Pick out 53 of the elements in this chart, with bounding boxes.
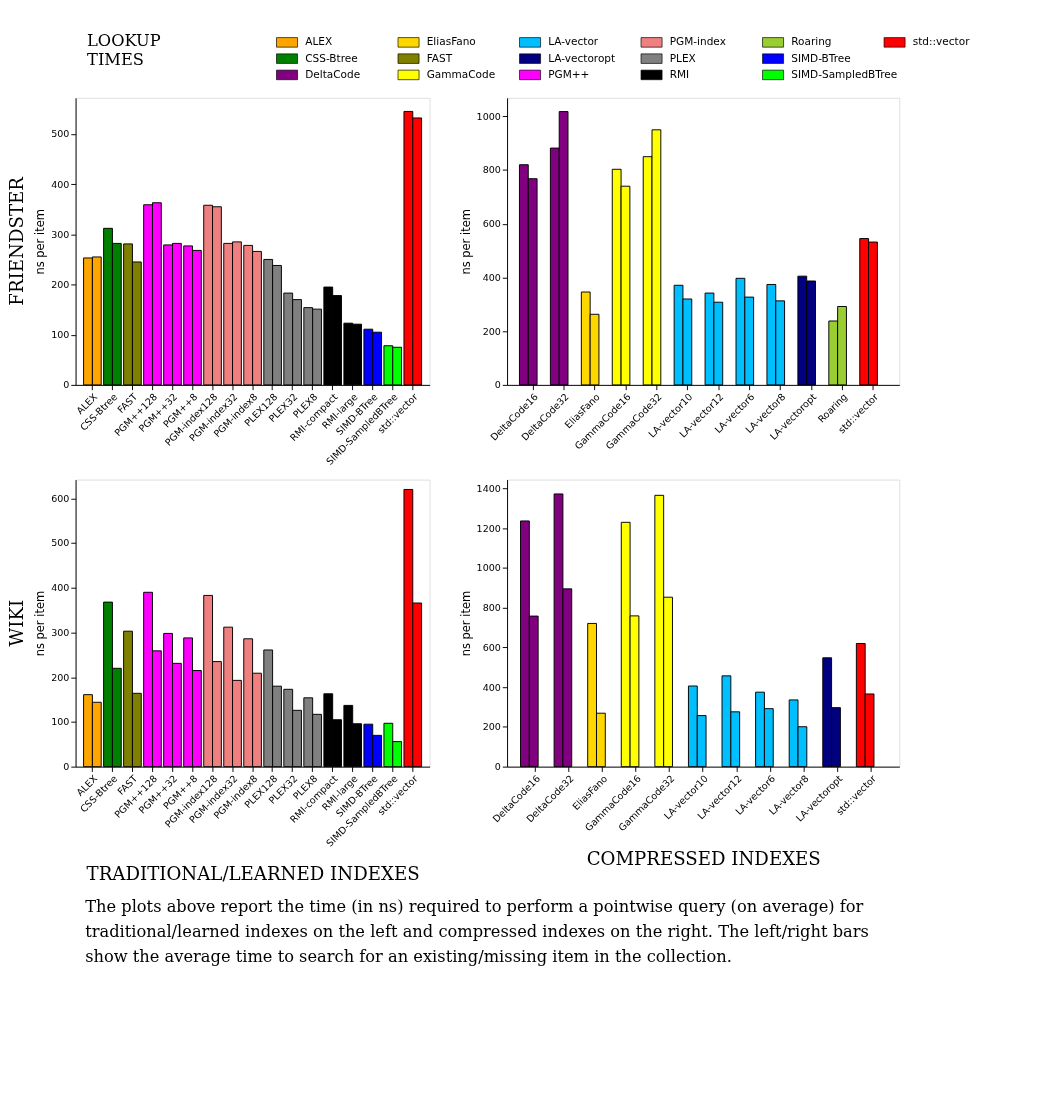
category-label: LA-vector — [548, 35, 599, 48]
y-tick-label: 0 — [494, 761, 501, 772]
y-axis-title: ns per item — [458, 209, 473, 275]
category-label: SIMD-BTree — [791, 51, 851, 64]
y-tick-label: 600 — [51, 492, 70, 504]
y-tick-label: 1000 — [476, 110, 501, 122]
y-tick-label: 400 — [482, 271, 501, 283]
text: WIKI — [5, 599, 27, 647]
y-tick-label: 100 — [51, 716, 70, 728]
text: LOOKUP TIMES — [87, 31, 161, 70]
category-label: Roaring — [791, 35, 832, 48]
text: FRIENDSTER — [5, 175, 27, 306]
y-tick-label: 400 — [51, 178, 70, 190]
category-label: EliasFano — [426, 35, 476, 48]
y-tick-label: 300 — [51, 626, 70, 638]
text: The plots above report the time (in ns) required to perform a pointwise query (on average) for traditional/learned indexes on the left and compressed indexes on the right. The left/right bars show the average time to search for an existing/missing item in the collection. — [85, 897, 869, 966]
y-tick-label: 300 — [51, 228, 70, 240]
y-tick-label: 200 — [482, 325, 501, 337]
y-tick-label: 0 — [494, 379, 501, 391]
y-tick-label: 800 — [482, 602, 501, 614]
y-tick-label: 200 — [482, 721, 501, 733]
y-tick-label: 600 — [482, 641, 501, 653]
y-tick-label: 600 — [482, 218, 501, 230]
category-label: RMI — [669, 67, 690, 80]
category-label: DeltaCode — [305, 67, 361, 80]
y-axis-title: ns per item — [33, 209, 48, 275]
y-tick-label: 1400 — [476, 482, 501, 494]
y-axis-title: ns per item — [33, 590, 48, 657]
category-label: GammaCode — [426, 67, 496, 80]
y-tick-label: 500 — [51, 537, 70, 549]
y-tick-label: 0 — [63, 761, 70, 772]
y-tick-label: 100 — [51, 329, 70, 341]
category-label: LA-vectoropt — [548, 51, 616, 64]
category-label: ALEX — [305, 35, 333, 48]
x-axis-title: TRADITIONAL/LEARNED INDEXES — [86, 863, 420, 885]
y-tick-label: 200 — [51, 278, 70, 290]
category-label: SIMD-SampledBTree — [791, 67, 898, 80]
x-axis-title: COMPRESSED INDEXES — [586, 847, 821, 869]
y-axis-title: ns per item — [458, 590, 473, 657]
category-label: std::vector — [912, 35, 971, 48]
y-tick-label: 1200 — [476, 522, 501, 534]
y-tick-label: 1000 — [476, 562, 501, 574]
category-label: CSS-Btree — [305, 51, 358, 64]
category-label: PGM-index — [669, 35, 726, 48]
y-tick-label: 400 — [482, 681, 501, 693]
category-label: FAST — [426, 51, 453, 64]
y-tick-label: 500 — [51, 128, 70, 140]
category-label: PGM++ — [548, 67, 590, 80]
y-tick-label: 0 — [63, 379, 70, 391]
y-tick-label: 400 — [51, 582, 70, 594]
y-tick-label: 200 — [51, 671, 70, 683]
y-tick-label: 800 — [482, 164, 501, 176]
category-label: PLEX — [669, 51, 696, 64]
